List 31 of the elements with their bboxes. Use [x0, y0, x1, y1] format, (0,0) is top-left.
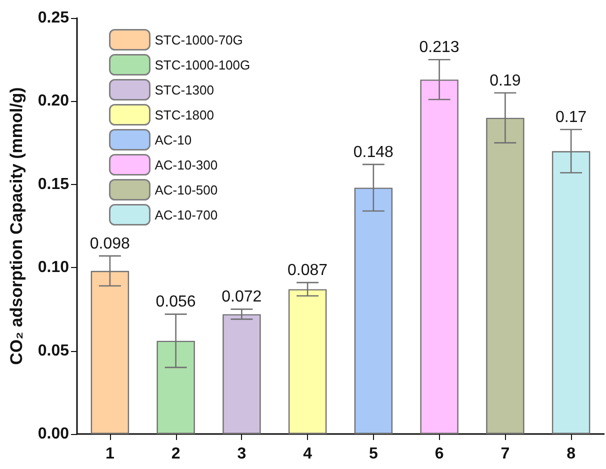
x-tick-label: 2 [171, 446, 180, 462]
data-label: 0.148 [353, 144, 394, 161]
legend-label: STC-1000-70G [154, 32, 243, 48]
data-label: 0.19 [490, 72, 521, 90]
legend-label: STC-1300 [154, 82, 214, 98]
legend-label: AC-10-700 [154, 207, 218, 222]
data-label: 0.072 [222, 288, 262, 306]
x-tick-label: 6 [434, 446, 444, 462]
legend-label: AC-10-300 [154, 157, 218, 172]
x-tick-label: 1 [105, 446, 114, 462]
data-label: 0.056 [156, 294, 196, 311]
data-label: 0.087 [288, 262, 328, 280]
x-tick-label: 7 [500, 446, 510, 462]
y-tick-label: 0.15 [38, 176, 70, 193]
y-tick-label: 0.20 [38, 92, 70, 110]
y-axis-title: CO₂ adsorption Capacity (mmol/g) [7, 87, 26, 365]
y-tick-label: 0.10 [38, 259, 70, 276]
legend-label: AC-10 [154, 132, 192, 148]
x-tick-label: 3 [237, 446, 246, 462]
data-label: 0.213 [419, 39, 460, 56]
x-tick-label: 8 [566, 446, 576, 462]
x-tick-label: 5 [368, 446, 378, 462]
legend-label: AC-10-500 [154, 182, 218, 198]
y-tick-label: 0.00 [38, 426, 70, 442]
y-tick-label: 0.25 [38, 10, 70, 26]
y-tick-label: 0.05 [38, 342, 70, 360]
legend-label: STC-1800 [154, 107, 214, 122]
x-tick-label: 4 [303, 446, 312, 462]
data-label: 0.17 [555, 108, 587, 126]
legend-label: STC-1000-100G [154, 57, 250, 72]
data-label: 0.098 [90, 235, 130, 252]
